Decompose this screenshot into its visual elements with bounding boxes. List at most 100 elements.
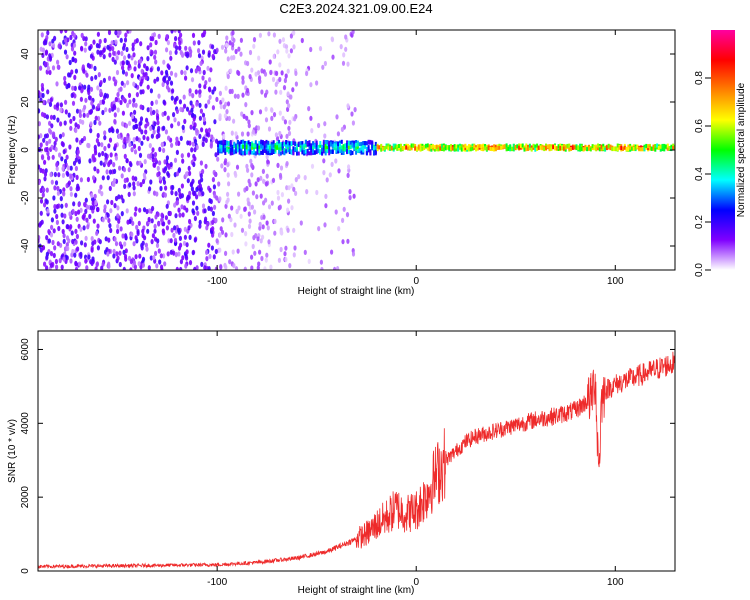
spectrogram-band-cell: [360, 141, 363, 146]
spectrogram-cell: [48, 69, 52, 76]
spectrogram-cell: [78, 261, 82, 267]
spectrogram-cell: [48, 41, 52, 47]
spectrogram-band-cell: [580, 144, 583, 149]
spectrogram-cell: [131, 46, 135, 52]
spectrogram-cell: [59, 102, 64, 108]
spectrogram-band-cell: [448, 146, 451, 151]
spectrogram-cell: [156, 128, 160, 134]
spectrogram-cell: [165, 84, 170, 90]
spectrogram-band-cell: [349, 145, 352, 149]
spectrogram-cell: [240, 131, 245, 137]
spectrogram-cell: [283, 77, 287, 84]
spectrogram-cell: [175, 149, 179, 155]
spectrogram-cell: [157, 248, 161, 254]
spectrogram-cell: [187, 152, 191, 158]
x-tick-label: 0: [413, 276, 419, 287]
spectrogram-cell: [151, 36, 155, 42]
spectrogram-cell: [55, 264, 59, 270]
spectrogram-cell: [123, 253, 128, 259]
spectrogram-cell: [330, 36, 334, 42]
spectrogram-cell: [140, 78, 144, 84]
spectrogram-cell: [203, 208, 207, 214]
spectrogram-band-cell: [269, 151, 272, 156]
spectrogram-band-cell: [274, 147, 277, 152]
spectrogram-cell: [162, 168, 167, 174]
spectrogram-cell: [228, 88, 232, 95]
spectrogram-cell: [152, 129, 156, 135]
spectrogram-cell: [108, 52, 112, 58]
spectrogram-cell: [141, 178, 146, 185]
spectrogram-cell: [293, 245, 297, 251]
spectrogram-cell: [43, 176, 47, 182]
spectrogram-band-cell: [532, 143, 535, 148]
spectrogram-cell: [60, 141, 64, 147]
spectrogram-cell: [51, 133, 56, 139]
spectrogram-band-cell: [260, 143, 263, 148]
spectrogram-cell: [241, 92, 245, 98]
spectrogram-cell: [294, 190, 298, 196]
spectrogram-band-cell: [296, 151, 298, 156]
spectrogram-band-cell: [258, 144, 261, 149]
spectrogram-cell: [134, 206, 138, 212]
spectrogram-cell: [188, 234, 192, 240]
spectrogram-cell: [152, 255, 156, 261]
spectrogram-cell: [191, 178, 195, 184]
spectrogram-band-cell: [659, 144, 662, 149]
spectrogram-band-cell: [564, 147, 567, 152]
spectrogram-band-cell: [403, 145, 406, 150]
spectrogram-band-cell: [281, 144, 284, 149]
spectrogram-cell: [193, 147, 197, 153]
spectrogram-cell: [45, 187, 49, 193]
spectrogram-cell: [148, 143, 152, 149]
spectrogram-cell: [310, 128, 314, 134]
spectrogram-cell: [160, 141, 164, 148]
spectrogram-cell: [110, 40, 114, 46]
spectrogram-cell: [230, 205, 234, 211]
spectrogram-cell: [46, 65, 51, 72]
spectrogram-cell: [51, 154, 55, 160]
spectrogram-band-cell: [312, 149, 315, 154]
spectrogram-cell: [38, 164, 41, 170]
spectrogram-band-cell: [512, 143, 515, 148]
spectrogram-cell: [51, 42, 56, 48]
spectrogram-cell: [67, 112, 71, 118]
spectrogram-cell: [142, 172, 146, 178]
spectrogram-cell: [127, 191, 131, 197]
spectrogram-cell: [134, 254, 138, 260]
spectrogram-cell: [191, 112, 195, 118]
spectrogram-cell: [39, 133, 43, 139]
spectrogram-band-cell: [462, 144, 465, 149]
spectrogram-band-cell: [530, 147, 533, 152]
spectrogram-cell: [75, 153, 79, 159]
spectrogram-band-cell: [272, 149, 275, 154]
spectrogram-band-cell: [339, 149, 341, 153]
spectrogram-cell: [140, 129, 144, 135]
spectrogram-cell: [206, 65, 210, 71]
spectrogram-cell: [75, 137, 79, 143]
spectrogram-cell: [224, 264, 228, 270]
spectrogram-band-cell: [249, 148, 252, 152]
spectrogram-cell: [45, 114, 50, 120]
spectrogram-cell: [239, 51, 243, 57]
spectrogram-cell: [188, 110, 192, 116]
spectrogram-cell: [226, 191, 230, 197]
spectrogram-cell: [39, 187, 43, 194]
spectrogram-band-cell: [265, 148, 268, 153]
spectrogram-band-cell: [485, 146, 488, 151]
spectrogram-band-cell: [347, 141, 350, 146]
spectrogram-cell: [248, 182, 252, 188]
spectrogram-cell: [121, 60, 125, 66]
spectrogram-cell: [285, 161, 289, 167]
spectrogram-band-cell: [292, 141, 295, 146]
spectrogram-cell: [232, 263, 236, 269]
spectrogram-cell: [278, 76, 282, 83]
spectrogram-cell: [122, 249, 126, 255]
spectrogram-cell: [168, 50, 173, 56]
spectrogram-cell: [267, 239, 271, 245]
spectrogram-band-cell: [313, 150, 316, 155]
spectrogram-band-cell: [218, 144, 221, 149]
spectrogram-cell: [205, 256, 209, 262]
spectrogram-cell: [353, 107, 357, 113]
